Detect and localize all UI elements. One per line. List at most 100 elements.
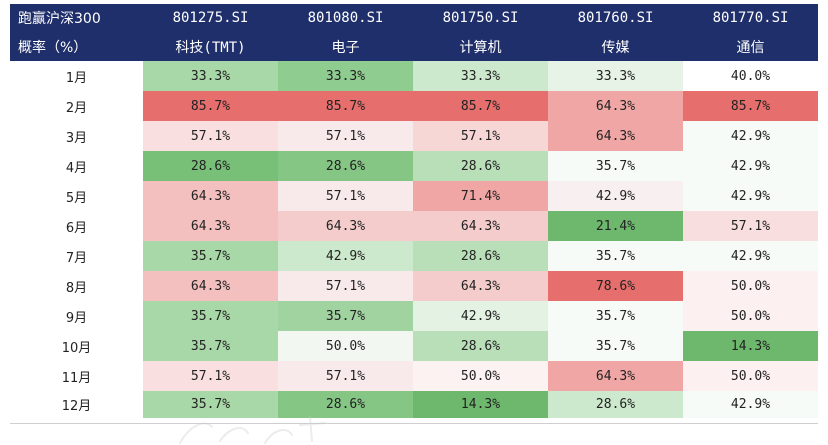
value-cell: 50.0% [683, 301, 818, 331]
value-cell: 42.9% [413, 301, 548, 331]
table-row: 5月 64.3% 57.1% 71.4% 42.9% 42.9% [10, 181, 818, 211]
value-cell: 42.9% [278, 241, 413, 271]
value-cell: 35.7% [548, 241, 683, 271]
month-label: 1月 [10, 61, 143, 91]
value-cell: 85.7% [683, 91, 818, 121]
value-cell: 33.3% [413, 61, 548, 91]
value-cell: 35.7% [548, 151, 683, 181]
value-cell: 85.7% [413, 91, 548, 121]
table-row: 4月 28.6% 28.6% 28.6% 35.7% 42.9% [10, 151, 818, 181]
value-cell: 28.6% [413, 151, 548, 181]
month-label: 9月 [10, 301, 143, 331]
value-cell: 64.3% [413, 211, 548, 241]
header-row-codes: 跑赢沪深300 801275.SI 801080.SI 801750.SI 80… [10, 4, 818, 32]
table-header: 跑赢沪深300 801275.SI 801080.SI 801750.SI 80… [10, 4, 818, 61]
value-cell: 64.3% [413, 271, 548, 301]
table-row: 7月 35.7% 42.9% 28.6% 35.7% 42.9% [10, 241, 818, 271]
table-row: 2月 85.7% 85.7% 85.7% 64.3% 85.7% [10, 91, 818, 121]
month-label: 6月 [10, 211, 143, 241]
value-cell: 33.3% [143, 61, 278, 91]
value-cell: 57.1% [143, 361, 278, 391]
value-cell: 64.3% [548, 91, 683, 121]
value-cell: 85.7% [278, 91, 413, 121]
header-name: 电子 [278, 32, 413, 61]
value-cell: 50.0% [413, 361, 548, 391]
value-cell: 14.3% [683, 331, 818, 361]
value-cell: 42.9% [683, 181, 818, 211]
value-cell: 64.3% [548, 121, 683, 151]
value-cell: 42.9% [683, 241, 818, 271]
value-cell: 35.7% [143, 301, 278, 331]
corner-label-line1: 跑赢沪深300 [10, 4, 143, 32]
value-cell: 35.7% [278, 301, 413, 331]
table-row: 6月 64.3% 64.3% 64.3% 21.4% 57.1% [10, 211, 818, 241]
value-cell: 42.9% [683, 391, 818, 418]
value-cell: 42.9% [683, 121, 818, 151]
value-cell: 35.7% [143, 331, 278, 361]
header-name: 科技(TMT) [143, 32, 278, 61]
value-cell: 35.7% [548, 301, 683, 331]
header-code: 801760.SI [548, 4, 683, 32]
month-label: 4月 [10, 151, 143, 181]
value-cell: 57.1% [278, 121, 413, 151]
value-cell: 64.3% [143, 211, 278, 241]
value-cell: 50.0% [683, 271, 818, 301]
value-cell: 35.7% [143, 391, 278, 418]
value-cell: 78.6% [548, 271, 683, 301]
header-code: 801750.SI [413, 4, 548, 32]
value-cell: 42.9% [548, 181, 683, 211]
value-cell: 57.1% [278, 271, 413, 301]
month-label: 12月 [10, 391, 143, 418]
table-row: 9月 35.7% 35.7% 42.9% 35.7% 50.0% [10, 301, 818, 331]
table-bottom-border [10, 423, 818, 424]
month-label: 11月 [10, 361, 143, 391]
table-row: 11月 57.1% 57.1% 50.0% 64.3% 50.0% [10, 361, 818, 391]
header-code: 801770.SI [683, 4, 818, 32]
month-label: 7月 [10, 241, 143, 271]
value-cell: 64.3% [143, 271, 278, 301]
value-cell: 21.4% [548, 211, 683, 241]
probability-table-container: 跑赢沪深300 801275.SI 801080.SI 801750.SI 80… [10, 4, 818, 418]
month-label: 3月 [10, 121, 143, 151]
value-cell: 57.1% [413, 121, 548, 151]
value-cell: 64.3% [143, 181, 278, 211]
value-cell: 35.7% [143, 241, 278, 271]
value-cell: 33.3% [278, 61, 413, 91]
header-name: 传媒 [548, 32, 683, 61]
value-cell: 57.1% [278, 361, 413, 391]
value-cell: 28.6% [548, 391, 683, 418]
month-label: 5月 [10, 181, 143, 211]
month-label: 2月 [10, 91, 143, 121]
value-cell: 50.0% [683, 361, 818, 391]
value-cell: 64.3% [548, 361, 683, 391]
table-row: 10月 35.7% 50.0% 28.6% 35.7% 14.3% [10, 331, 818, 361]
table-row: 3月 57.1% 57.1% 57.1% 64.3% 42.9% [10, 121, 818, 151]
header-code: 801080.SI [278, 4, 413, 32]
value-cell: 14.3% [413, 391, 548, 418]
table-row: 12月 35.7% 28.6% 14.3% 28.6% 42.9% [10, 391, 818, 418]
corner-label-line2: 概率（%） [10, 32, 143, 61]
value-cell: 28.6% [413, 241, 548, 271]
value-cell: 64.3% [278, 211, 413, 241]
header-row-names: 概率（%） 科技(TMT) 电子 计算机 传媒 通信 [10, 32, 818, 61]
watermark-icon [179, 416, 326, 444]
value-cell: 28.6% [413, 331, 548, 361]
value-cell: 33.3% [548, 61, 683, 91]
value-cell: 71.4% [413, 181, 548, 211]
month-label: 8月 [10, 271, 143, 301]
value-cell: 42.9% [683, 151, 818, 181]
header-name: 通信 [683, 32, 818, 61]
value-cell: 57.1% [143, 121, 278, 151]
value-cell: 28.6% [143, 151, 278, 181]
value-cell: 50.0% [278, 331, 413, 361]
value-cell: 28.6% [278, 151, 413, 181]
value-cell: 40.0% [683, 61, 818, 91]
value-cell: 35.7% [548, 331, 683, 361]
value-cell: 57.1% [683, 211, 818, 241]
header-name: 计算机 [413, 32, 548, 61]
table-body: 1月 33.3% 33.3% 33.3% 33.3% 40.0% 2月 85.7… [10, 61, 818, 418]
probability-table: 跑赢沪深300 801275.SI 801080.SI 801750.SI 80… [10, 4, 818, 418]
header-code: 801275.SI [143, 4, 278, 32]
table-row: 8月 64.3% 57.1% 64.3% 78.6% 50.0% [10, 271, 818, 301]
value-cell: 57.1% [278, 181, 413, 211]
